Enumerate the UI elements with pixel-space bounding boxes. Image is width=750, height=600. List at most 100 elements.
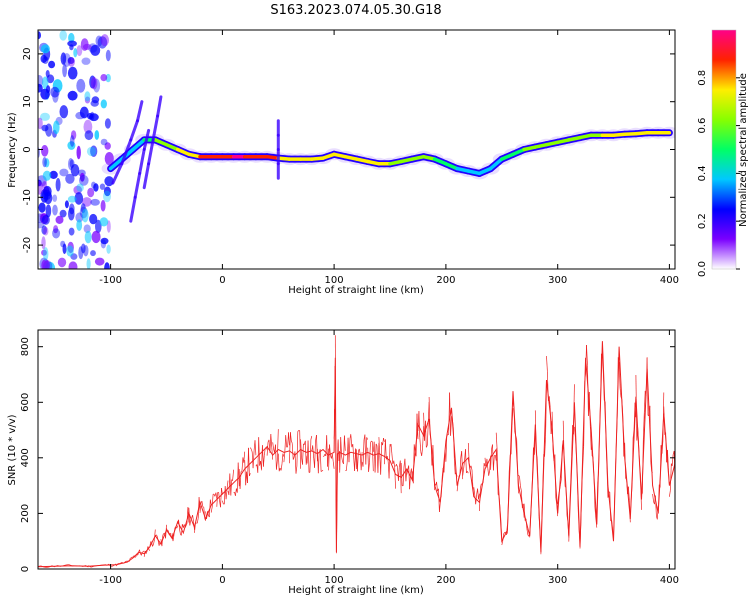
snr-jitter (467, 442, 470, 464)
snr-jitter (192, 515, 194, 522)
snr-jitter (592, 456, 595, 477)
noise-blob (106, 244, 111, 254)
noise-blob (68, 207, 75, 221)
snr-jitter (142, 550, 145, 553)
snr-jitter (475, 494, 477, 505)
snr-jitter (304, 440, 307, 465)
snr-jitter (615, 443, 617, 473)
snr-jitter (628, 486, 630, 501)
noise-blob (79, 106, 89, 119)
noise-blob (44, 158, 50, 168)
ridge-segment (399, 157, 415, 164)
noise-blob (89, 113, 99, 122)
snr-jitter (277, 453, 280, 472)
noise-blob (104, 142, 111, 150)
noise-blob (55, 215, 64, 224)
snr-jitter (241, 457, 244, 471)
snr-jitter (377, 442, 380, 473)
snr-jitter (515, 436, 518, 440)
snr-jitter (290, 440, 293, 444)
snr-jitter (112, 564, 115, 567)
snr-jitter (661, 440, 664, 454)
snr-jitter (189, 520, 192, 526)
noise-blob (104, 176, 114, 187)
snr-jitter (468, 463, 471, 468)
snr-jitter (589, 426, 592, 450)
snr-jitter (317, 453, 320, 474)
snr-jitter (220, 487, 222, 508)
snr-jitter (423, 412, 425, 441)
snr-jitter (283, 452, 286, 463)
ridge-segment (365, 159, 381, 166)
snr-jitter (506, 524, 508, 535)
ridge-segment (410, 154, 426, 161)
snr-jitter (479, 487, 481, 512)
noise-blob (104, 118, 111, 129)
snr-jitter (276, 429, 279, 462)
snr-jitter (339, 437, 342, 473)
snr-jitter (297, 430, 300, 432)
snr-jitter (425, 420, 427, 448)
noise-blob (42, 170, 52, 181)
snr-jitter (433, 469, 436, 491)
snr-jitter (582, 446, 585, 466)
snr-jitter (197, 497, 200, 519)
noise-blob (93, 78, 101, 93)
noise-blob (67, 66, 78, 80)
snr-jitter (547, 371, 549, 401)
snr-jitter (341, 456, 343, 462)
noise-blob (44, 191, 53, 205)
snr-jitter (470, 465, 473, 471)
ridge-segment (533, 142, 549, 149)
snr-jitter (440, 476, 443, 497)
snr-jitter (496, 449, 499, 495)
noise-blob (104, 262, 110, 269)
snr-jitter (209, 499, 211, 518)
ridge-segment (388, 159, 403, 166)
snr-jitter (561, 446, 563, 479)
ridge-segment (500, 152, 515, 161)
noise-blob (68, 227, 75, 236)
snr-jitter (327, 448, 329, 467)
snr-y-tick-label: 0 (20, 566, 31, 572)
noise-blob (50, 86, 60, 98)
snr-jitter (198, 497, 201, 511)
snr-jitter (497, 494, 500, 496)
snr-jitter (179, 529, 181, 535)
snr-jitter (79, 565, 83, 567)
snr-jitter (368, 462, 370, 472)
snr-jitter (453, 428, 455, 459)
noise-blob (57, 257, 67, 268)
snr-jitter (626, 479, 628, 495)
snr-jitter (600, 353, 602, 402)
snr-jitter (624, 442, 626, 479)
ridge-segment (421, 154, 437, 161)
ridge-segment (164, 142, 180, 152)
noise-blob (76, 145, 81, 160)
snr-jitter (157, 540, 160, 546)
snr-jitter (328, 444, 330, 471)
snr-jitter (263, 455, 265, 467)
ridge-segment (332, 152, 348, 159)
snr-jitter (605, 446, 608, 470)
noise-blob (94, 257, 105, 266)
spectrogram-y-axis-label: Frequency (Hz) (7, 112, 18, 188)
noise-blob (76, 45, 83, 57)
snr-jitter (291, 443, 294, 460)
snr-jitter (63, 564, 66, 567)
snr-jitter (230, 479, 233, 496)
snr-jitter (371, 441, 374, 472)
snr-jitter (502, 533, 504, 542)
snr-jitter (499, 506, 502, 519)
snr-jitter (619, 388, 622, 398)
noise-blob (67, 141, 76, 150)
snr-jitter (573, 384, 575, 435)
snr-jitter (638, 445, 640, 465)
snr-jitter (244, 460, 247, 486)
colorbar-tick-label: 0.8 (697, 70, 708, 86)
ridge-segment (310, 156, 325, 161)
noise-blob (91, 230, 101, 244)
snr-jitter (492, 444, 494, 471)
feature-streak (111, 162, 124, 185)
snr-jitter (574, 426, 576, 438)
